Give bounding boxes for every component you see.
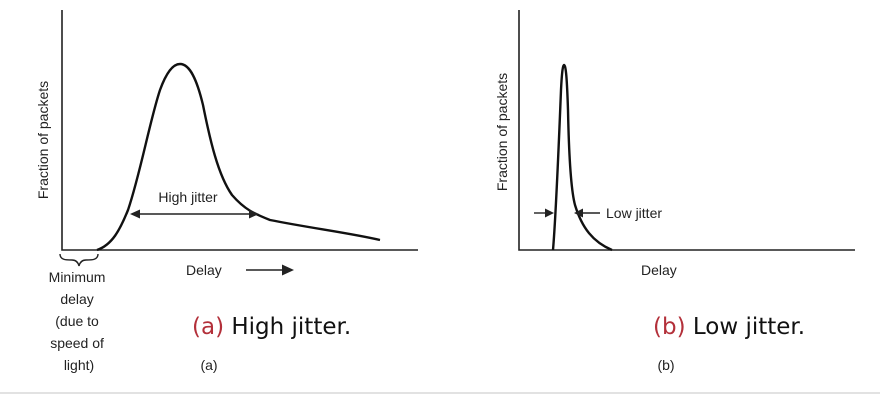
panel-a-xlabel-arrowhead [282,264,294,276]
panel-a-ylabel: Fraction of packets [35,81,51,199]
panel-b-delay-curve [551,63,613,252]
panel-b: Fraction of packets Low jitter Delay (b)… [494,10,855,373]
panel-a-delay-curve [96,62,381,252]
panel-a-jitter-arrowhead-right [249,209,259,219]
panel-a-caption: (a) High jitter. [192,314,351,340]
panel-b-axes [518,10,855,251]
panel-a: Fraction of packets High jitter Minimum … [35,10,418,373]
panel-b-ylabel: Fraction of packets [494,73,510,191]
panel-a-jitter-arrowhead-left [130,209,140,219]
panel-b-jitter-label: Low jitter [606,205,662,221]
panel-b-caption-text: Low jitter. [686,314,806,340]
panel-b-sublabel: (b) [657,357,674,373]
panel-a-xlabel: Delay [186,262,222,278]
panel-b-jitter-arrowhead-left [545,208,554,218]
panel-a-axes [61,10,418,251]
panel-b-caption-letter: (b) [653,314,686,340]
panel-a-min-delay-label: Minimum delay (due to speed of light) [49,269,110,373]
panel-b-xlabel: Delay [641,262,677,278]
panel-a-caption-letter: (a) [192,314,224,340]
panel-a-min-delay-brace [59,253,99,267]
panel-a-jitter-label: High jitter [158,189,217,205]
panel-a-sublabel: (a) [200,357,217,373]
panel-a-caption-text: High jitter. [224,314,351,340]
panel-b-jitter-arrowhead-right [574,208,583,218]
panel-b-caption: (b) Low jitter. [653,314,805,340]
